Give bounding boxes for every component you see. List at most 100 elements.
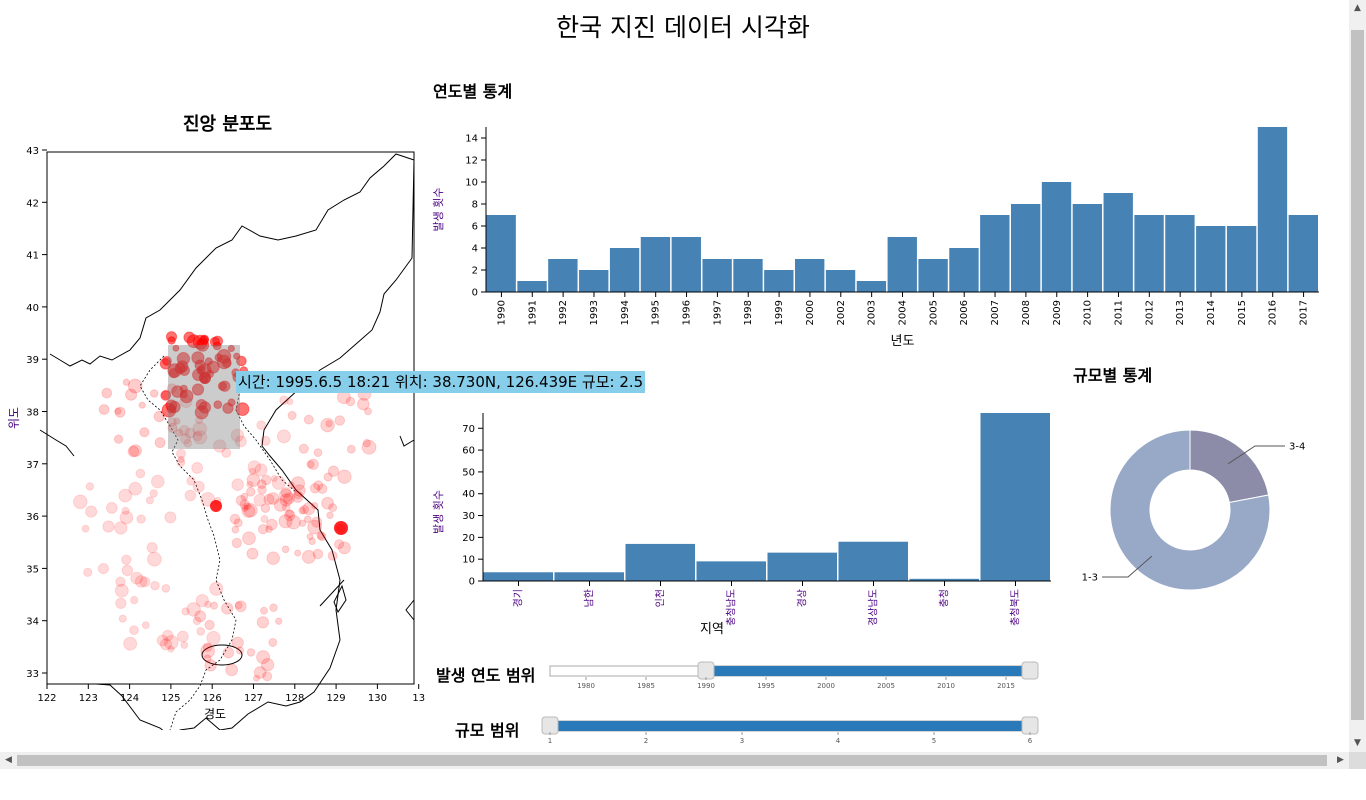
year-x-tick-label: 2004 — [898, 300, 909, 325]
epicenter-point — [194, 610, 207, 623]
epicenter-point — [154, 437, 166, 449]
year-range-label: 발생 연도 범위 — [436, 666, 536, 685]
epicenter-point — [177, 455, 185, 463]
epicenter-point — [236, 355, 247, 367]
year-y-tick-label: 0 — [472, 288, 478, 299]
epicenter-point — [141, 621, 150, 630]
epicenter-point — [260, 658, 275, 672]
horizontal-scroll-thumb[interactable] — [17, 755, 1327, 766]
epicenter-point — [316, 531, 326, 540]
epicenter-point — [147, 551, 162, 567]
map-x-tick-label: 122 — [37, 693, 56, 704]
epicenter-point — [184, 489, 197, 502]
magnitude-donut-chart[interactable]: 3-4 1-3 — [1060, 420, 1320, 610]
epicenter-point — [83, 567, 93, 577]
year-x-tick-label: 2017 — [1299, 300, 1310, 325]
year-x-tick-label: 1997 — [712, 300, 723, 325]
epicenter-point — [284, 509, 296, 522]
scroll-right-icon[interactable]: ▶ — [1337, 755, 1344, 765]
slider-handle[interactable] — [1021, 716, 1039, 735]
slider-tick-label: 6 — [1028, 737, 1033, 745]
epicenter-point — [216, 354, 232, 370]
epicenter-point — [191, 383, 205, 396]
epicenter-point — [231, 537, 243, 549]
epicenter-point — [306, 533, 314, 541]
slider-handle[interactable] — [541, 716, 559, 735]
year-bar — [887, 237, 917, 292]
map-title: 진앙 분포도 — [182, 114, 273, 135]
epicenter-point — [136, 514, 146, 524]
map-x-tick-label: 123 — [79, 693, 98, 704]
epicenter-point — [256, 420, 267, 431]
map-y-tick-label: 37 — [26, 460, 39, 471]
epicenter-point — [240, 492, 249, 501]
epicenter-point — [234, 600, 247, 613]
epicenter-point — [239, 499, 250, 510]
epicenter-point — [256, 616, 270, 629]
epicenter-point — [138, 401, 146, 409]
epicenter-point — [301, 549, 316, 564]
epicenter-point — [246, 480, 254, 489]
year-x-tick-label: 2011 — [1113, 300, 1124, 325]
epicenter-point — [206, 630, 221, 646]
slider-handle[interactable] — [697, 661, 715, 680]
vertical-scroll-thumb[interactable] — [1351, 30, 1364, 720]
slider-handle[interactable] — [1021, 661, 1039, 680]
scroll-left-icon[interactable]: ◀ — [5, 755, 12, 765]
epicenter-point — [149, 489, 158, 498]
epicenter-point — [130, 595, 139, 605]
epicenter-point — [325, 419, 333, 428]
epicenter-point — [113, 434, 124, 444]
epicenter-point — [101, 387, 113, 399]
year-bar-chart[interactable]: 0 2 4 6 8 10 12 14 1990 1991 1992 1993 1994 1995 1996 1… — [420, 115, 1340, 355]
epicenter-point — [225, 663, 239, 677]
epicenter-point — [271, 475, 286, 490]
scroll-down-icon[interactable]: ▼ — [1354, 738, 1361, 748]
epicenter-point — [166, 383, 178, 394]
epicenter-point — [290, 476, 306, 491]
region-x-label: 지역 — [700, 622, 724, 637]
magnitude-slice — [1109, 429, 1271, 591]
map-brush-selection[interactable] — [168, 345, 240, 449]
epicenter-points[interactable] — [73, 331, 377, 682]
epicenter-point — [291, 491, 304, 504]
year-x-tick-label: 2005 — [928, 300, 939, 325]
epicenter-map[interactable]: 122 123 124 125 126 127 128 129 130 13 43 42 41 40 39 3… — [0, 140, 430, 730]
year-bar — [1288, 215, 1318, 292]
region-bar — [483, 572, 553, 581]
scroll-up-icon[interactable]: ▲ — [1354, 3, 1361, 13]
year-bar — [640, 237, 671, 292]
epicenter-point — [328, 503, 338, 513]
epicenter-point — [128, 481, 143, 496]
map-x-tick-label: 128 — [285, 693, 304, 704]
year-range-slider[interactable]: 1980 1985 1990 1995 2000 2005 2010 2015 — [540, 658, 1040, 692]
magnitude-slice — [1189, 429, 1270, 504]
year-y-tick-label: 14 — [465, 134, 478, 145]
year-bar — [548, 259, 578, 292]
slider-tick-label: 2010 — [937, 682, 955, 690]
epicenter-point — [162, 629, 174, 642]
epicenter-point — [283, 492, 296, 505]
epicenter-point — [183, 331, 196, 344]
epicenter-point — [97, 563, 110, 575]
epicenter-point — [217, 381, 227, 391]
epicenter-point — [183, 438, 193, 448]
epicenter-point — [159, 358, 172, 370]
epicenter-point — [287, 481, 295, 489]
epicenter-point — [127, 378, 143, 394]
map-x-tick-label: 124 — [120, 693, 139, 704]
epicenter-point — [227, 344, 235, 353]
epicenter-point — [298, 443, 309, 454]
map-axes: 122 123 124 125 126 127 128 129 130 13 43 42 41 40 39 3… — [26, 146, 425, 704]
epicenter-point — [167, 422, 178, 433]
region-bar — [838, 541, 908, 581]
epicenter-point — [105, 502, 118, 514]
magnitude-range-slider[interactable]: 1 2 3 4 5 6 — [540, 713, 1040, 747]
region-y-tick-label: 30 — [462, 511, 475, 522]
epicenter-point — [161, 389, 172, 400]
magnitude-chart-title: 규모별 통계 — [1073, 366, 1153, 385]
epicenter-point — [293, 484, 306, 497]
year-bar — [671, 237, 701, 292]
epicenter-point — [204, 659, 217, 672]
